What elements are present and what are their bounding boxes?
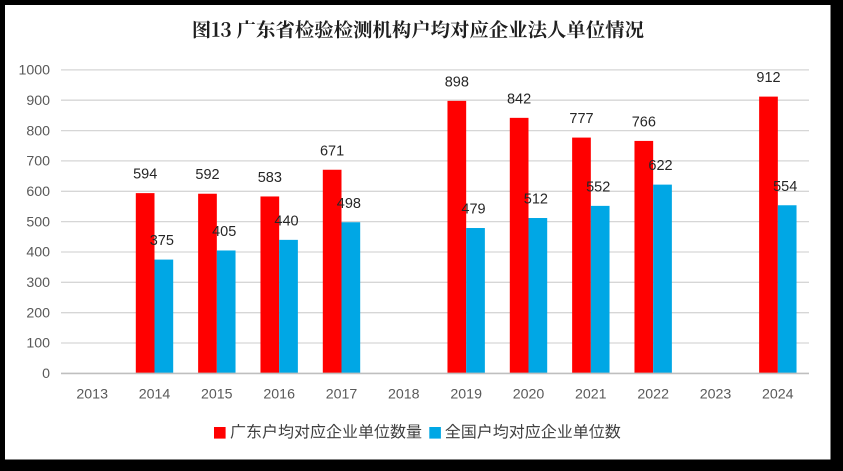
svg-text:498: 498 bbox=[337, 196, 361, 212]
svg-text:2014: 2014 bbox=[139, 387, 171, 403]
svg-text:583: 583 bbox=[258, 170, 282, 186]
svg-text:400: 400 bbox=[26, 245, 50, 261]
svg-text:2020: 2020 bbox=[513, 387, 545, 403]
svg-text:200: 200 bbox=[26, 305, 50, 321]
svg-text:300: 300 bbox=[26, 275, 50, 291]
svg-text:2023: 2023 bbox=[700, 387, 732, 403]
svg-text:479: 479 bbox=[461, 202, 485, 218]
svg-text:2021: 2021 bbox=[575, 387, 607, 403]
svg-text:100: 100 bbox=[26, 336, 50, 352]
svg-text:777: 777 bbox=[569, 111, 593, 127]
svg-text:766: 766 bbox=[632, 114, 656, 130]
svg-text:2016: 2016 bbox=[263, 387, 295, 403]
svg-text:2024: 2024 bbox=[762, 387, 794, 403]
svg-text:512: 512 bbox=[524, 192, 548, 208]
svg-text:912: 912 bbox=[756, 70, 780, 86]
svg-text:375: 375 bbox=[150, 233, 174, 249]
svg-text:0: 0 bbox=[42, 366, 50, 382]
svg-text:842: 842 bbox=[507, 91, 531, 107]
svg-text:622: 622 bbox=[648, 158, 672, 174]
svg-text:405: 405 bbox=[212, 224, 236, 240]
svg-text:2019: 2019 bbox=[450, 387, 482, 403]
svg-text:2015: 2015 bbox=[201, 387, 233, 403]
svg-text:700: 700 bbox=[26, 154, 50, 170]
svg-text:500: 500 bbox=[26, 214, 50, 230]
svg-text:592: 592 bbox=[195, 167, 219, 183]
svg-text:2022: 2022 bbox=[637, 387, 669, 403]
svg-text:2017: 2017 bbox=[326, 387, 358, 403]
svg-text:552: 552 bbox=[586, 179, 610, 195]
svg-text:2013: 2013 bbox=[76, 387, 108, 403]
svg-text:2018: 2018 bbox=[388, 387, 420, 403]
svg-text:440: 440 bbox=[274, 213, 298, 229]
svg-text:900: 900 bbox=[26, 93, 50, 109]
svg-text:898: 898 bbox=[445, 74, 469, 90]
svg-text:600: 600 bbox=[26, 184, 50, 200]
svg-text:800: 800 bbox=[26, 123, 50, 139]
svg-text:671: 671 bbox=[320, 143, 344, 159]
svg-text:554: 554 bbox=[773, 179, 797, 195]
svg-text:1000: 1000 bbox=[18, 63, 50, 79]
svg-text:594: 594 bbox=[133, 167, 157, 183]
